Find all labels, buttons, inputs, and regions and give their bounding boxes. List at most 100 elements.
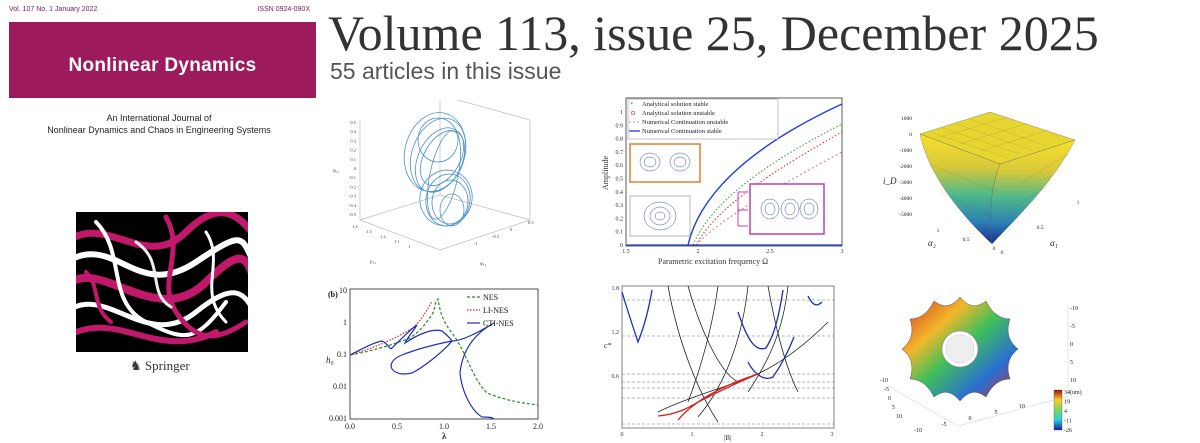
branch-y-tick: 1.8 bbox=[612, 286, 620, 292]
figure-branch-chart[interactable]: 1.8 1.2 0.6 0 1 2 3 c* |B| bbox=[598, 282, 848, 442]
svg-text:*: * bbox=[630, 101, 633, 108]
nes-ylabel: h₀ bbox=[326, 355, 334, 365]
surface-y-label: α₁ bbox=[1050, 238, 1058, 248]
figure-nes-chart[interactable]: (b) 10 1 0.1 0.01 0.001 0.0 0.5 1.0 1.5 2.0 h₀ λ… bbox=[322, 283, 552, 443]
amplitude-y-tick: 0.4 bbox=[616, 190, 624, 196]
attractor-y-label: φ₁₃ bbox=[480, 262, 487, 267]
amplitude-x-tick: 2.5 bbox=[766, 249, 774, 255]
amplitude-y-tick: 0.8 bbox=[616, 137, 624, 143]
inset-gray bbox=[629, 195, 691, 237]
attractor-y-tick: -1 bbox=[474, 241, 478, 246]
surface-z-tick: -4000 bbox=[899, 196, 912, 202]
attractor-z-tick: 0.3 bbox=[350, 138, 356, 143]
branch-x-tick: 1 bbox=[691, 432, 694, 438]
amplitude-y-tick: 1 bbox=[620, 110, 623, 116]
gear-body bbox=[901, 296, 1019, 402]
gear-axis-tick-bottom: -10 bbox=[914, 428, 922, 434]
surface-x-tick: 0.5 bbox=[963, 237, 970, 243]
branch-axes-box bbox=[621, 285, 835, 429]
gear-axis-tick-left: -5 bbox=[884, 387, 889, 393]
surface-x-label: α₂ bbox=[928, 238, 936, 248]
gear-axis-tick-left: -10 bbox=[880, 378, 888, 384]
surface-y-tick: 1 bbox=[1077, 200, 1080, 206]
nes-x-tick: 0.5 bbox=[392, 422, 402, 431]
amplitude-y-tick: 0.6 bbox=[616, 163, 624, 169]
numerical-stable-curve bbox=[687, 103, 843, 246]
surface-z-tick: -2000 bbox=[899, 164, 912, 170]
attractor-x-tick: 1.4 bbox=[352, 224, 358, 229]
gear-axis-tick-right: -10 bbox=[1070, 306, 1078, 312]
branch-blue-curves bbox=[621, 289, 823, 379]
gear-colorbar-tick: -26 bbox=[1064, 428, 1072, 434]
nes-series-li-nes bbox=[349, 300, 433, 356]
branch-black-curves bbox=[657, 285, 829, 423]
cover-header: Vol. 107 No. 1 January 2022 ISSN 0924-09… bbox=[9, 6, 310, 20]
amplitude-y-tick: 0.3 bbox=[616, 203, 624, 209]
surface-plot: 1000 0 -1000 -2000 -3000 -4000 -5000 i_D α₂ α₁… bbox=[883, 111, 1080, 256]
surface-z-tick: -3000 bbox=[899, 180, 912, 186]
nes-legend-nes: NES bbox=[483, 293, 498, 302]
gear-axis-tick-left: 0 bbox=[888, 396, 891, 402]
attractor-z-tick: 0.4 bbox=[350, 129, 356, 134]
amplitude-axes-box bbox=[625, 97, 843, 247]
cover-journal-title: Nonlinear Dynamics bbox=[68, 55, 257, 76]
attractor-z-tick: 0.1 bbox=[350, 157, 356, 162]
cover-subtitle-line2: Nonlinear Dynamics and Chaos in Engineer… bbox=[47, 125, 271, 135]
gear-axis-tick-bottom: -5 bbox=[942, 422, 947, 428]
amplitude-x-tick: 3 bbox=[841, 249, 844, 255]
nes-legend-li-nes: LI-NES bbox=[483, 306, 508, 315]
attractor-z-tick: 0.5 bbox=[350, 120, 356, 125]
gear-colorbar-tick: 19 bbox=[1064, 400, 1070, 406]
nes-x-tick: 1.0 bbox=[439, 422, 449, 431]
nes-series-cti-nes bbox=[349, 322, 495, 420]
figure-amplitude-chart[interactable]: 0 0.1 0.2 0.3 0.4 0.5 0.6 0.7 0.8 0.9 1 1.5 2 2.5 3 A… bbox=[598, 92, 848, 268]
attractor-trajectory bbox=[403, 112, 473, 227]
surface-z-label: i_D bbox=[883, 176, 897, 186]
branch-red-curve bbox=[657, 373, 759, 421]
nes-y-tick: 0.01 bbox=[333, 382, 347, 391]
cover-issn: ISSN 0924-090X bbox=[257, 6, 310, 13]
inset-magenta bbox=[749, 183, 825, 235]
attractor-z-label: φ₁₂ bbox=[333, 169, 340, 174]
gear-colorbar-tick: -11 bbox=[1064, 419, 1072, 425]
gear-axis-tick-bottom: 0 bbox=[969, 416, 972, 422]
springer-horse-icon: ♞ bbox=[130, 358, 145, 373]
inset-orange bbox=[629, 143, 701, 183]
journal-cover[interactable]: Vol. 107 No. 1 January 2022 ISSN 0924-09… bbox=[0, 0, 318, 443]
nes-x-tick: 0.0 bbox=[345, 422, 355, 431]
amplitude-ylabel: Amplitude bbox=[601, 155, 610, 190]
legend-analytical-stable: Analytical solution stable bbox=[642, 101, 709, 108]
cover-subtitle-line1: An International Journal of bbox=[106, 113, 212, 123]
gear-axis-tick-bottom: 5 bbox=[995, 410, 998, 416]
nes-xlabel: λ bbox=[442, 431, 447, 441]
figure-attractor[interactable]: φ₁₂ ρ₁₂ φ₁₃ 0.5 0.4 0.3 0.2 0.1 0 -0.1 -0.2 -0.3… bbox=[330, 100, 552, 275]
legend-numerical-stable: Numerical Continuation stable bbox=[642, 128, 722, 135]
attractor-z-tick: -0.1 bbox=[349, 175, 356, 180]
branch-xlabel: |B| bbox=[724, 434, 731, 442]
branch-ylabel: c* bbox=[604, 341, 612, 350]
figure-surface[interactable]: 1000 0 -1000 -2000 -3000 -4000 -5000 i_D α₂ α₁… bbox=[880, 104, 1100, 266]
branch-y-tick: 1.2 bbox=[612, 330, 620, 336]
attractor-z-tick: -0.3 bbox=[349, 194, 357, 199]
attractor-y-tick: -0.5 bbox=[492, 234, 500, 239]
amplitude-y-tick: 0.9 bbox=[616, 123, 624, 129]
attractor-x-tick: 1 bbox=[408, 244, 410, 249]
amplitude-plot: 0 0.1 0.2 0.3 0.4 0.5 0.6 0.7 0.8 0.9 1 1.5 2 2.5 3 A… bbox=[601, 97, 844, 266]
gear-axis-tick-right: -5 bbox=[1070, 324, 1075, 330]
attractor-x-tick: 1.3 bbox=[366, 229, 372, 234]
figure-gear[interactable]: 34(um) 19 4 -11 -26 -10 -5 0 5 10 -10 -5 0 5 10 -10-… bbox=[878, 286, 1100, 443]
attractor-plot: φ₁₂ ρ₁₂ φ₁₃ 0.5 0.4 0.3 0.2 0.1 0 -0.1 -0.2 -0.3… bbox=[333, 100, 534, 267]
attractor-y-tick: 0.5 bbox=[528, 220, 534, 225]
amplitude-x-tick: 1.5 bbox=[622, 249, 630, 255]
publisher-logo: ♞ Springer bbox=[130, 358, 190, 374]
nes-legend: NES LI-NES CTI-NES bbox=[467, 293, 514, 328]
branch-x-tick: 3 bbox=[831, 432, 834, 438]
nes-axes-box bbox=[349, 288, 539, 420]
attractor-z-tick: -0.5 bbox=[349, 212, 357, 217]
gear-axis-tick-right: 0 bbox=[1070, 342, 1073, 348]
attractor-x-tick: 1.2 bbox=[380, 234, 386, 239]
surface-y-tick: 0 bbox=[1001, 250, 1004, 256]
attractor-z-tick: 0 bbox=[354, 166, 357, 171]
nes-x-tick: 2.0 bbox=[533, 422, 543, 431]
amplitude-y-tick: 0.1 bbox=[616, 230, 624, 236]
